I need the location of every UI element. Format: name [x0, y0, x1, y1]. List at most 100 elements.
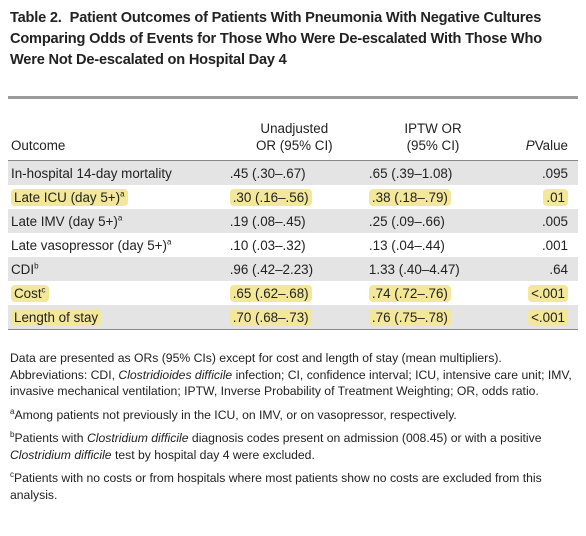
- cell-value: .25 (.09–.66): [368, 213, 445, 229]
- footnote-mark: a: [10, 406, 15, 416]
- cell-value: .001: [541, 237, 568, 253]
- cell-text: CDIb: [11, 261, 39, 277]
- cell-text: .64: [549, 262, 568, 277]
- table-row: Late ICU (day 5+)a .30 (.16–.56) .38 (.18–…: [8, 185, 578, 209]
- footnote: aAmong patients not previously in the IC…: [10, 404, 576, 424]
- column-header: PValue: [503, 108, 578, 161]
- cell-value: Length of stay: [14, 309, 99, 325]
- table-cell: <.001: [503, 305, 578, 330]
- table-row: Costc .65 (.62–.68) .74 (.72–.76) <.001: [8, 281, 578, 305]
- footnote-text: Data are presented as ORs (95% CIs) exce…: [10, 351, 502, 382]
- header-line: Value: [534, 138, 568, 153]
- table-cell: .01: [503, 185, 578, 209]
- table-row: CDIb .96 (.42–2.23) 1.33 (.40–4.47) .64: [8, 257, 578, 281]
- cell-text: .45 (.30–.67): [230, 166, 306, 181]
- footnote: bPatients with Clostridium difficile dia…: [10, 427, 576, 463]
- cell-value: .19 (.08–.45): [229, 213, 306, 229]
- cell-value: .45 (.30–.67): [229, 165, 306, 181]
- table-row: Late vasopressor (day 5+)a .10 (.03–.32).…: [8, 233, 578, 257]
- table-cell: .65 (.62–.68): [226, 281, 363, 305]
- cell-value: .76 (.75–.78): [371, 309, 448, 325]
- cell-value: In-hospital 14-day mortality: [11, 165, 172, 181]
- table-cell: .095: [503, 160, 578, 185]
- cell-text: Costc: [11, 284, 49, 302]
- cell-text: .74 (.72–.76): [368, 284, 451, 302]
- table-cell: .74 (.72–.76): [363, 281, 503, 305]
- cell-text: .19 (.08–.45): [230, 214, 306, 229]
- table-cell: .65 (.39–1.08): [362, 160, 504, 185]
- cell-value: CDI: [11, 261, 35, 277]
- cell-value: .13 (.04–.44): [368, 237, 445, 253]
- cell-value: <.001: [531, 285, 565, 301]
- footnote: Data are presented as ORs (95% CIs) exce…: [10, 350, 576, 400]
- table-row: In-hospital 14-day mortality .45 (.30–.67…: [8, 160, 578, 185]
- column-header: Outcome: [8, 108, 226, 161]
- table-cell: Late ICU (day 5+)a: [8, 185, 226, 209]
- footnote-mark: a: [166, 237, 172, 247]
- footnote-text: infection; CI, confidence interval; ICU,…: [10, 367, 572, 399]
- table-cell: .45 (.30–.67): [225, 160, 363, 185]
- header-italic: P: [525, 138, 535, 153]
- footnote-mark: c: [10, 470, 14, 480]
- table-cell: .38 (.18–.79): [363, 185, 503, 209]
- footnote-mark: a: [120, 189, 125, 199]
- cell-text: .095: [542, 166, 568, 181]
- footnote-text: Clostridium difficile: [10, 447, 112, 462]
- table-cell: .30 (.16–.56): [226, 185, 363, 209]
- cell-value: .96 (.42–2.23): [229, 261, 314, 277]
- column-header: IPTW OR (95% CI): [362, 108, 504, 161]
- cell-value: Cost: [14, 285, 42, 301]
- rule: [8, 96, 578, 99]
- table-cell: <.001: [503, 281, 578, 305]
- cell-text: Late vasopressor (day 5+)a: [11, 237, 172, 252]
- cell-value: .005: [541, 213, 568, 229]
- cell-value: .30 (.16–.56): [232, 189, 309, 205]
- cell-text: .76 (.75–.78): [368, 308, 451, 326]
- table-cell: .76 (.75–.78): [362, 305, 504, 330]
- cell-text: .38 (.18–.79): [368, 188, 451, 206]
- table-cell: .19 (.08–.45): [225, 209, 363, 233]
- header-line: Unadjusted: [260, 121, 329, 136]
- cell-value: .74 (.72–.76): [371, 285, 448, 301]
- footnote-mark: b: [10, 430, 15, 440]
- footnote-text: Among patients not previously in the ICU…: [14, 407, 457, 422]
- table-cell: .64: [503, 257, 578, 281]
- table-cell: 1.33 (.40–4.47): [362, 257, 504, 281]
- cell-value: 1.33 (.40–4.47): [368, 261, 460, 277]
- cell-text: .25 (.09–.66): [369, 214, 445, 229]
- footnote-mark: c: [41, 285, 46, 295]
- table-cell: .10 (.03–.32): [226, 233, 363, 257]
- table-cell: Late vasopressor (day 5+)a: [8, 233, 226, 257]
- cell-text: .13 (.04–.44): [369, 238, 445, 253]
- cell-value: .64: [549, 261, 568, 277]
- table-cell: In-hospital 14-day mortality: [8, 160, 226, 185]
- table-title: Table 2. Patient Outcomes of Patients Wit…: [10, 8, 576, 71]
- footnote-text: test by hospital day 4 were excluded.: [111, 447, 315, 462]
- table-cell: .13 (.04–.44): [363, 233, 503, 257]
- cell-value: Late ICU (day 5+): [14, 189, 121, 205]
- column-header: Unadjusted OR (95% CI): [225, 108, 363, 161]
- cell-value: .10 (.03–.32): [229, 237, 306, 253]
- table-cell: .25 (.09–.66): [362, 209, 504, 233]
- table-label: Table 2.: [10, 10, 62, 26]
- cell-value: .65 (.62–.68): [232, 285, 309, 301]
- cell-text: .65 (.62–.68): [229, 284, 312, 302]
- footnote-text: Clostridium difficile: [86, 431, 189, 446]
- table-row: Late IMV (day 5+)a .19 (.08–.45) .25 (.09–…: [8, 209, 578, 233]
- table-cell: .001: [503, 233, 578, 257]
- cell-text: Late ICU (day 5+)a: [11, 188, 128, 206]
- cell-value: Late IMV (day 5+): [11, 213, 118, 229]
- header-line: (95% CI): [406, 138, 460, 153]
- cell-value: .38 (.18–.79): [371, 189, 448, 205]
- cell-value: .65 (.39–1.08): [368, 165, 453, 181]
- table-cell: Length of stay: [8, 305, 226, 330]
- footnote-mark: a: [117, 213, 123, 223]
- cell-text: .70 (.68–.73): [229, 308, 312, 326]
- footnote-text: Clostridioides difficile: [118, 367, 233, 382]
- cell-text: In-hospital 14-day mortality: [11, 166, 172, 181]
- cell-value: .01: [546, 189, 565, 205]
- cell-text: .30 (.16–.56): [229, 188, 312, 206]
- table-cell: CDIb: [8, 257, 226, 281]
- table-cell: .96 (.42–2.23): [225, 257, 363, 281]
- table-row: Length of stay .70 (.68–.73) .76 (.75–.78)…: [8, 305, 578, 330]
